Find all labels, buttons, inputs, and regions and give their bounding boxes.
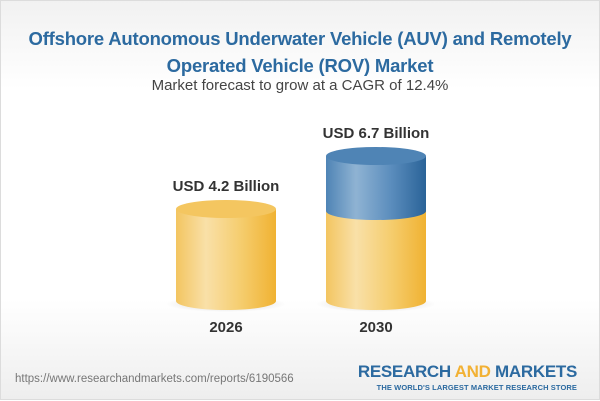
year-label-2026: 2026 bbox=[209, 319, 243, 336]
brand-logo: RESEARCH AND MARKETS THE WORLD'S LARGEST… bbox=[357, 362, 577, 393]
logo-research: RESEARCH bbox=[357, 362, 455, 381]
bar-2030 bbox=[316, 147, 436, 312]
title-line-2: Operated Vehicle (ROV) Market bbox=[166, 55, 434, 76]
source-url[interactable]: https://www.researchandmarkets.com/repor… bbox=[15, 373, 294, 385]
year-label-2030: 2030 bbox=[359, 319, 393, 336]
chart-title: Offshore Autonomous Underwater Vehicle (… bbox=[1, 25, 599, 79]
bar-2026 bbox=[166, 200, 286, 312]
chart-subtitle: Market forecast to grow at a CAGR of 12.… bbox=[151, 77, 449, 94]
logo-tagline: THE WORLD'S LARGEST MARKET RESEARCH STOR… bbox=[376, 383, 577, 392]
value-label-2030: USD 6.7 Billion bbox=[322, 125, 430, 142]
title-line-1: Offshore Autonomous Underwater Vehicle (… bbox=[28, 28, 572, 49]
logo-markets: MARKETS bbox=[490, 362, 577, 381]
logo-and: AND bbox=[454, 362, 491, 381]
value-label-2026: USD 4.2 Billion bbox=[172, 178, 280, 195]
